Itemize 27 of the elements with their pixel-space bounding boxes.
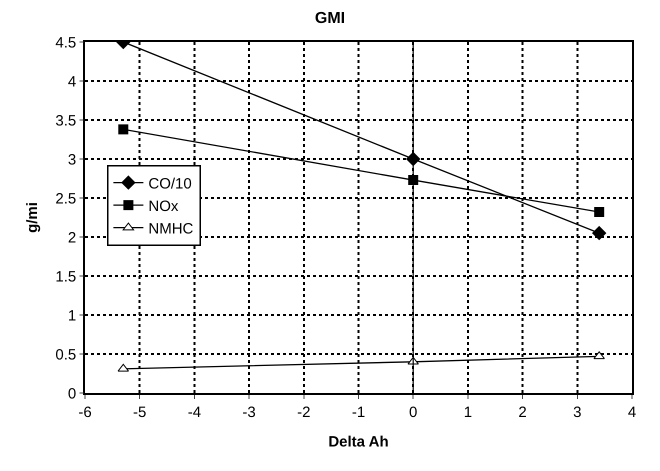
y-tick-label: 0 (68, 385, 76, 402)
y-tick-label: 4 (68, 73, 76, 90)
y-tick-label: 0.5 (55, 346, 76, 364)
legend-label: NMHC (148, 220, 194, 238)
x-tick-label: 3 (573, 404, 582, 421)
y-axis-title: g/mi (24, 202, 42, 233)
x-axis-title: Delta Ah (328, 433, 389, 450)
y-tick-label: 1 (68, 307, 76, 324)
y-tick-label: 2 (68, 229, 76, 246)
x-tick-label: -2 (297, 404, 310, 421)
x-tick-label: -4 (188, 404, 202, 421)
y-tick-label: 3 (68, 151, 76, 168)
legend-label: CO/10 (148, 175, 192, 192)
y-tick-label: 4.5 (55, 34, 76, 52)
y-tick-label: 2.5 (55, 190, 76, 208)
x-tick-label: -1 (352, 404, 366, 421)
chart-title: GMI (314, 10, 346, 27)
y-tick-label: 3.5 (55, 112, 76, 130)
x-tick-label: -3 (242, 404, 256, 421)
y-tick-label: 1.5 (55, 268, 76, 286)
x-tick-label: 1 (464, 404, 472, 421)
x-tick-label: -5 (133, 404, 146, 421)
x-tick-label: 2 (518, 404, 527, 421)
x-tick-label: 0 (409, 404, 418, 421)
legend-label: NOx (148, 198, 179, 215)
x-tick-label: 4 (628, 404, 636, 421)
x-tick-label: -6 (78, 404, 92, 421)
